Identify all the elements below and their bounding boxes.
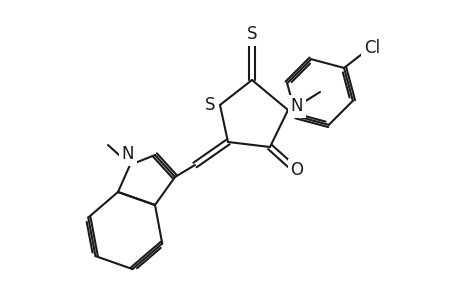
Text: S: S bbox=[204, 96, 215, 114]
Text: O: O bbox=[290, 161, 303, 179]
Text: S: S bbox=[246, 25, 257, 43]
Text: Cl: Cl bbox=[363, 39, 379, 57]
Text: N: N bbox=[122, 145, 134, 163]
Text: N: N bbox=[290, 97, 302, 115]
